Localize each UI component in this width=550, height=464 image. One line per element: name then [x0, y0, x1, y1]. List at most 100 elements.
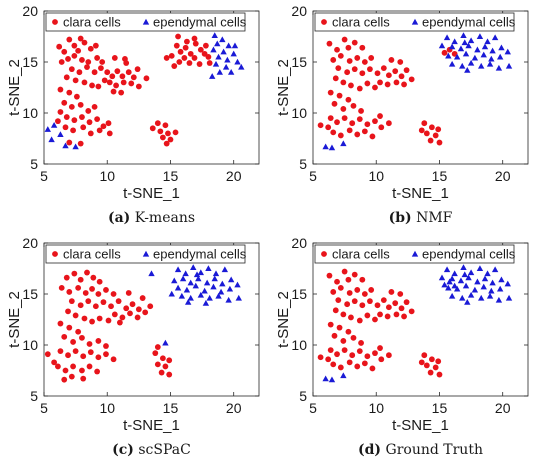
legend-label: ependymal cells [153, 15, 247, 30]
data-point [114, 68, 121, 75]
x-tick-label: 10 [368, 168, 384, 184]
data-point [471, 54, 479, 61]
data-point [384, 81, 391, 88]
data-point [377, 311, 383, 318]
data-point [438, 274, 446, 281]
data-point [460, 32, 467, 39]
data-point [171, 277, 178, 284]
data-point [418, 359, 425, 366]
y-tick-label: 5 [30, 156, 38, 172]
y-tick-label: 10 [291, 105, 307, 121]
data-point [95, 83, 102, 90]
x-tick-label: 10 [368, 400, 384, 416]
caption-label: Ground Truth [386, 442, 483, 458]
data-point [361, 128, 368, 135]
data-point [197, 291, 205, 298]
data-point [385, 304, 392, 311]
data-point [354, 131, 361, 138]
data-point [372, 84, 378, 91]
data-point [85, 298, 92, 305]
data-point [57, 131, 64, 137]
data-point [504, 280, 511, 287]
data-point [99, 59, 106, 65]
data-point [154, 344, 161, 350]
data-point [210, 46, 217, 53]
data-point [351, 66, 358, 73]
data-point [50, 122, 58, 128]
data-point [71, 270, 78, 277]
data-point [369, 133, 376, 140]
data-point [184, 38, 190, 45]
data-point [211, 32, 218, 39]
data-point [421, 120, 428, 127]
data-point [79, 114, 85, 120]
data-point [96, 278, 103, 285]
data-point [58, 59, 65, 65]
y-tick-label: 5 [299, 388, 307, 404]
data-point [159, 134, 166, 141]
data-point [435, 126, 442, 133]
data-point [354, 55, 361, 61]
data-point [80, 124, 87, 131]
data-point [367, 66, 373, 73]
data-point [480, 51, 487, 58]
data-point [79, 367, 85, 374]
data-point [103, 351, 109, 358]
data-point [90, 274, 97, 281]
caption-letter: (c) [112, 442, 134, 458]
data-point [438, 42, 446, 49]
data-point [197, 269, 205, 276]
legend-label: ependymal cells [153, 247, 247, 262]
data-point [222, 63, 230, 70]
data-point [123, 305, 130, 312]
data-point [337, 52, 344, 59]
x-tick-label: 15 [163, 168, 179, 184]
data-point [68, 66, 75, 73]
data-point [377, 345, 383, 351]
data-point [166, 357, 173, 364]
data-point [87, 45, 94, 52]
data-point [340, 311, 347, 318]
data-point [326, 272, 333, 279]
data-point [61, 333, 68, 340]
series-ependymal-cells [148, 264, 242, 346]
x-axis-label: t-SNE_1 [392, 185, 449, 202]
data-point [68, 298, 75, 305]
data-point [225, 296, 232, 303]
data-point [481, 275, 489, 282]
data-point [227, 276, 235, 283]
data-point [436, 371, 443, 378]
circle-marker-icon [52, 19, 58, 25]
data-point [80, 353, 87, 360]
data-point [340, 140, 347, 147]
data-point [341, 268, 348, 275]
data-point [322, 375, 329, 382]
data-point [62, 124, 69, 131]
data-point [210, 283, 217, 290]
data-point [443, 266, 451, 273]
data-point [322, 143, 329, 150]
data-point [356, 317, 363, 324]
data-point [330, 361, 337, 368]
data-point [71, 52, 78, 59]
data-point [176, 59, 183, 65]
data-point [82, 290, 89, 296]
data-point [98, 65, 104, 72]
data-point [505, 62, 513, 69]
data-point [192, 40, 199, 47]
data-point [435, 358, 442, 365]
data-point [220, 48, 227, 55]
data-point [163, 55, 170, 61]
data-point [351, 271, 358, 278]
data-point [106, 130, 113, 137]
legend-label: ependymal cells [422, 15, 516, 30]
series-clara-cells [44, 269, 173, 383]
data-point [77, 101, 84, 108]
data-point [423, 362, 430, 369]
y-tick-label: 10 [22, 337, 38, 353]
data-point [168, 290, 175, 297]
data-point [504, 48, 511, 55]
legend-label: clara cells [332, 247, 390, 262]
data-point [427, 369, 434, 376]
data-point [179, 275, 187, 282]
